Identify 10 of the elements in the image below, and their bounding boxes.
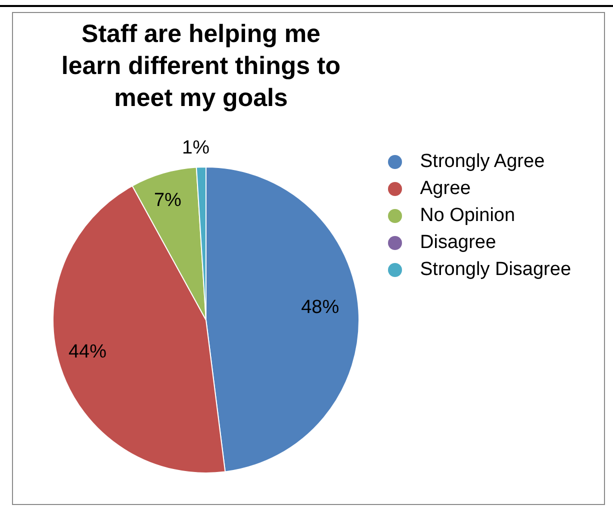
legend-label: Disagree xyxy=(420,232,496,254)
data-label: 44% xyxy=(68,341,107,362)
chart-title: Staff are helping me learn different things to meet my goals xyxy=(60,19,342,114)
data-label: 48% xyxy=(301,297,340,318)
data-label: 1% xyxy=(182,138,210,159)
legend-label: No Opinion xyxy=(420,204,516,226)
legend-label: Agree xyxy=(420,178,471,200)
legend-label: Strongly Agree xyxy=(420,150,545,172)
data-label: 7% xyxy=(154,190,182,211)
legend-label: Strongly Disagree xyxy=(420,258,572,280)
